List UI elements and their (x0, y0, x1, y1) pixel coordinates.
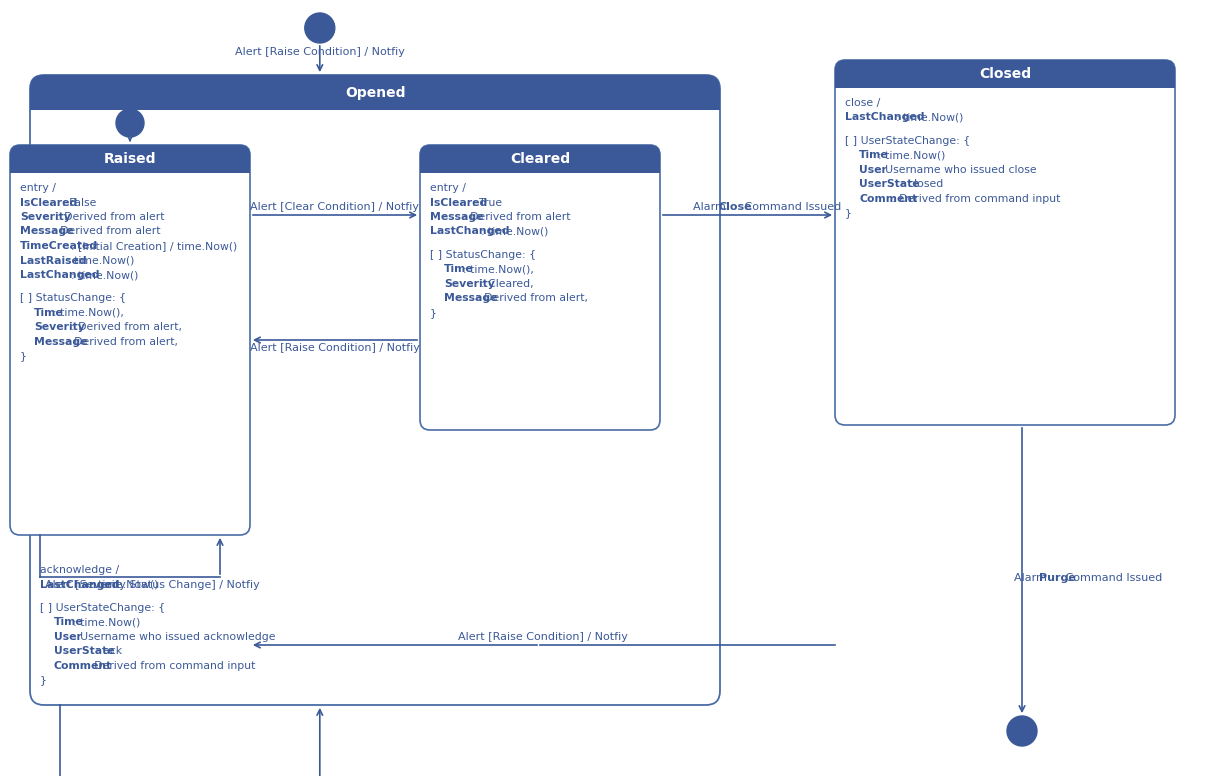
Circle shape (116, 109, 144, 137)
Text: : True: : True (472, 198, 503, 207)
Text: Comment: Comment (859, 194, 917, 204)
Text: close /: close / (845, 98, 880, 108)
Text: : time.Now(): : time.Now() (71, 270, 139, 280)
Text: : Derived from command input: : Derived from command input (891, 194, 1060, 204)
Text: Closed: Closed (978, 67, 1031, 81)
Text: Time: Time (444, 264, 474, 274)
Text: Alert [Clear Condition] / Notfiy: Alert [Clear Condition] / Notfiy (251, 202, 419, 212)
Text: : closed: : closed (901, 179, 943, 189)
Text: User: User (859, 165, 886, 175)
Text: UserState: UserState (859, 179, 919, 189)
FancyBboxPatch shape (420, 145, 660, 430)
Text: Message: Message (34, 337, 87, 347)
Text: Severity: Severity (444, 279, 495, 289)
Text: }: } (430, 308, 437, 317)
Text: Alarm: Alarm (694, 202, 730, 212)
Circle shape (305, 13, 334, 43)
Text: [ ] UserStateChange: {: [ ] UserStateChange: { (40, 603, 165, 613)
Text: : ack: : ack (96, 646, 122, 656)
Text: Message: Message (444, 293, 498, 303)
Text: IsCleared: IsCleared (21, 198, 78, 207)
Text: }: } (21, 352, 27, 361)
Text: : Derived from command input: : Derived from command input (87, 660, 256, 670)
Text: : Derived from alert: : Derived from alert (463, 212, 570, 222)
Text: entry /: entry / (21, 183, 56, 193)
Text: : Derived from alert,: : Derived from alert, (477, 293, 587, 303)
Text: : Username who issued close: : Username who issued close (878, 165, 1037, 175)
FancyBboxPatch shape (836, 74, 1175, 88)
Text: Message: Message (21, 227, 74, 237)
Text: Message: Message (430, 212, 483, 222)
Text: : time.Now(): : time.Now() (878, 151, 945, 160)
Text: : time.Now(): : time.Now() (896, 113, 964, 123)
Text: LastChanged: LastChanged (21, 270, 99, 280)
Text: : time.Now(),: : time.Now(), (53, 308, 124, 317)
FancyBboxPatch shape (420, 159, 660, 173)
Text: : Derived from alert: : Derived from alert (57, 212, 165, 222)
Text: : time.Now(): : time.Now() (92, 580, 159, 590)
FancyBboxPatch shape (10, 159, 249, 173)
Text: Alarm: Alarm (1014, 573, 1050, 583)
Text: IsCleared: IsCleared (430, 198, 487, 207)
Text: Time: Time (34, 308, 64, 317)
Text: : time.Now(): : time.Now() (67, 255, 134, 265)
Text: entry /: entry / (430, 183, 466, 193)
Text: : False: : False (62, 198, 97, 207)
Text: : Cleared,: : Cleared, (482, 279, 534, 289)
Text: Alert [Severity Status Change] / Notfiy: Alert [Severity Status Change] / Notfiy (45, 580, 259, 590)
Text: LastRaised: LastRaised (21, 255, 87, 265)
Text: : Username who issued acknowledge: : Username who issued acknowledge (73, 632, 275, 642)
Text: : time.Now(): : time.Now() (482, 227, 549, 237)
Text: acknowledge /: acknowledge / (40, 565, 119, 575)
Text: : time.Now(): : time.Now() (73, 617, 140, 627)
Text: }: } (40, 675, 47, 685)
Text: [ ] UserStateChange: {: [ ] UserStateChange: { (845, 136, 970, 146)
Text: Comment: Comment (54, 660, 113, 670)
Text: Severity: Severity (34, 322, 85, 332)
Text: Purge: Purge (1039, 573, 1075, 583)
Text: Alert [Raise Condition] / Notfiy: Alert [Raise Condition] / Notfiy (235, 47, 404, 57)
FancyBboxPatch shape (420, 145, 660, 173)
Text: Severity: Severity (21, 212, 71, 222)
Text: Raised: Raised (104, 152, 156, 166)
FancyBboxPatch shape (30, 75, 721, 705)
Text: : [Initial Creation] / time.Now(): : [Initial Creation] / time.Now() (71, 241, 237, 251)
Text: User: User (54, 632, 82, 642)
Text: Cleared: Cleared (510, 152, 570, 166)
Text: }: } (845, 208, 851, 218)
Text: Alert [Raise Condition] / Notfiy: Alert [Raise Condition] / Notfiy (458, 632, 627, 642)
FancyBboxPatch shape (10, 145, 249, 173)
Text: [ ] StatusChange: {: [ ] StatusChange: { (430, 250, 536, 260)
Text: UserState: UserState (54, 646, 115, 656)
Text: : time.Now(),: : time.Now(), (463, 264, 534, 274)
Text: Command Issued: Command Issued (741, 202, 842, 212)
Text: Time: Time (859, 151, 889, 160)
Text: Close: Close (718, 202, 752, 212)
Text: : Derived from alert: : Derived from alert (53, 227, 160, 237)
FancyBboxPatch shape (10, 145, 249, 535)
Text: Alert [Raise Condition] / Notfiy: Alert [Raise Condition] / Notfiy (249, 343, 420, 353)
Text: [ ] StatusChange: {: [ ] StatusChange: { (21, 293, 126, 303)
Text: LastChanged: LastChanged (845, 113, 924, 123)
Text: LastChanged: LastChanged (430, 227, 510, 237)
Text: Opened: Opened (345, 85, 406, 99)
Text: Command Issued: Command Issued (1062, 573, 1163, 583)
Text: Time: Time (54, 617, 84, 627)
Text: TimeCreated: TimeCreated (21, 241, 98, 251)
Text: : Derived from alert,: : Derived from alert, (67, 337, 178, 347)
FancyBboxPatch shape (836, 60, 1175, 425)
Text: : Derived from alert,: : Derived from alert, (71, 322, 183, 332)
FancyBboxPatch shape (30, 75, 721, 110)
Text: LastChanged: LastChanged (40, 580, 120, 590)
FancyBboxPatch shape (30, 92, 721, 110)
FancyBboxPatch shape (836, 60, 1175, 88)
Circle shape (1008, 716, 1037, 746)
